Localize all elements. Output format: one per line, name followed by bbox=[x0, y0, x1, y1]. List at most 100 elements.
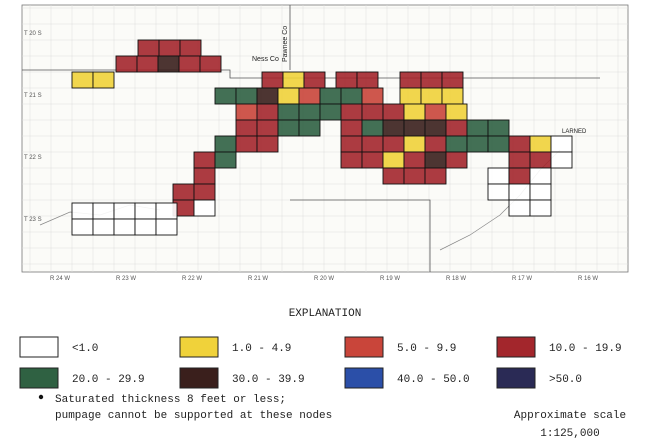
legend-label: 40.0 - 50.0 bbox=[397, 374, 470, 386]
cell bbox=[115, 55, 138, 73]
cell bbox=[92, 202, 115, 220]
cell bbox=[445, 119, 468, 137]
cell bbox=[256, 135, 279, 153]
cell bbox=[113, 218, 136, 236]
cell bbox=[172, 183, 195, 201]
cells bbox=[71, 39, 573, 236]
cell bbox=[179, 39, 202, 57]
cell bbox=[420, 71, 443, 89]
range-label: R 24 W bbox=[50, 276, 70, 282]
legend-swatch bbox=[19, 367, 59, 389]
cell bbox=[356, 71, 379, 89]
cell bbox=[508, 167, 531, 185]
cell bbox=[92, 218, 115, 236]
cell bbox=[424, 167, 447, 185]
cell bbox=[441, 87, 464, 105]
legend-label: 1.0 - 4.9 bbox=[232, 343, 291, 355]
cell bbox=[71, 218, 94, 236]
cell bbox=[529, 151, 552, 169]
cell bbox=[487, 135, 510, 153]
cell bbox=[298, 119, 321, 137]
cell bbox=[158, 39, 181, 57]
cell bbox=[466, 119, 489, 137]
cell bbox=[319, 103, 342, 121]
cell bbox=[424, 135, 447, 153]
cell bbox=[361, 87, 384, 105]
cell bbox=[529, 183, 552, 201]
cell bbox=[424, 151, 447, 169]
cell bbox=[214, 151, 237, 169]
cell bbox=[487, 183, 510, 201]
cell bbox=[282, 71, 305, 89]
cell bbox=[193, 167, 216, 185]
cell bbox=[382, 167, 405, 185]
cell bbox=[382, 135, 405, 153]
cell bbox=[508, 183, 531, 201]
legend-title: EXPLANATION bbox=[289, 308, 362, 320]
cell bbox=[155, 218, 178, 236]
legend-swatch bbox=[344, 367, 384, 389]
legend-swatch bbox=[179, 367, 219, 389]
cell bbox=[136, 55, 159, 73]
cell bbox=[340, 151, 363, 169]
cell bbox=[261, 71, 284, 89]
cell bbox=[214, 87, 237, 105]
cell bbox=[361, 119, 384, 137]
cell bbox=[424, 103, 447, 121]
legend-swatch bbox=[496, 336, 536, 358]
township-label: T 20 S bbox=[24, 31, 42, 37]
cell bbox=[382, 103, 405, 121]
cell bbox=[155, 202, 178, 220]
cell bbox=[277, 87, 300, 105]
cell bbox=[441, 71, 464, 89]
scale: 1:125,000 bbox=[540, 428, 599, 440]
legend-label: 30.0 - 39.9 bbox=[232, 374, 305, 386]
legend-swatch bbox=[19, 336, 59, 358]
cell bbox=[303, 71, 326, 89]
cell bbox=[361, 103, 384, 121]
range-label: R 18 W bbox=[446, 276, 466, 282]
cell bbox=[193, 151, 216, 169]
cell bbox=[193, 183, 216, 201]
cell bbox=[420, 87, 443, 105]
legend-swatch bbox=[344, 336, 384, 358]
cell bbox=[134, 202, 157, 220]
cell bbox=[403, 119, 426, 137]
cell bbox=[508, 135, 531, 153]
legend-label: 10.0 - 19.9 bbox=[549, 343, 622, 355]
cell bbox=[193, 199, 216, 217]
range-label: R 16 W bbox=[578, 276, 598, 282]
cell bbox=[399, 71, 422, 89]
range-label: R 23 W bbox=[116, 276, 136, 282]
cell bbox=[487, 167, 510, 185]
cell bbox=[319, 87, 342, 105]
cell bbox=[256, 87, 279, 105]
cell bbox=[508, 199, 531, 217]
scale: Approximate scale bbox=[514, 410, 626, 422]
cell bbox=[445, 151, 468, 169]
cell bbox=[340, 103, 363, 121]
note: Saturated thickness 8 feet or less; bbox=[55, 394, 286, 406]
range-label: R 21 W bbox=[248, 276, 268, 282]
cell bbox=[382, 151, 405, 169]
range-label: R 17 W bbox=[512, 276, 532, 282]
county-label: Pawnee Co bbox=[282, 26, 289, 62]
cell bbox=[277, 103, 300, 121]
cell bbox=[235, 135, 258, 153]
cell bbox=[487, 119, 510, 137]
legend-label: 20.0 - 29.9 bbox=[72, 374, 145, 386]
cell bbox=[529, 135, 552, 153]
cell bbox=[134, 218, 157, 236]
cell bbox=[277, 119, 300, 137]
cell bbox=[466, 135, 489, 153]
cell bbox=[298, 87, 321, 105]
range-label: R 20 W bbox=[314, 276, 334, 282]
township-label: T 22 S bbox=[24, 155, 42, 161]
cell bbox=[340, 135, 363, 153]
legend-label: >50.0 bbox=[549, 374, 582, 386]
city-label: LARNED bbox=[562, 129, 587, 135]
cell bbox=[256, 103, 279, 121]
cell bbox=[399, 87, 422, 105]
cell bbox=[403, 103, 426, 121]
